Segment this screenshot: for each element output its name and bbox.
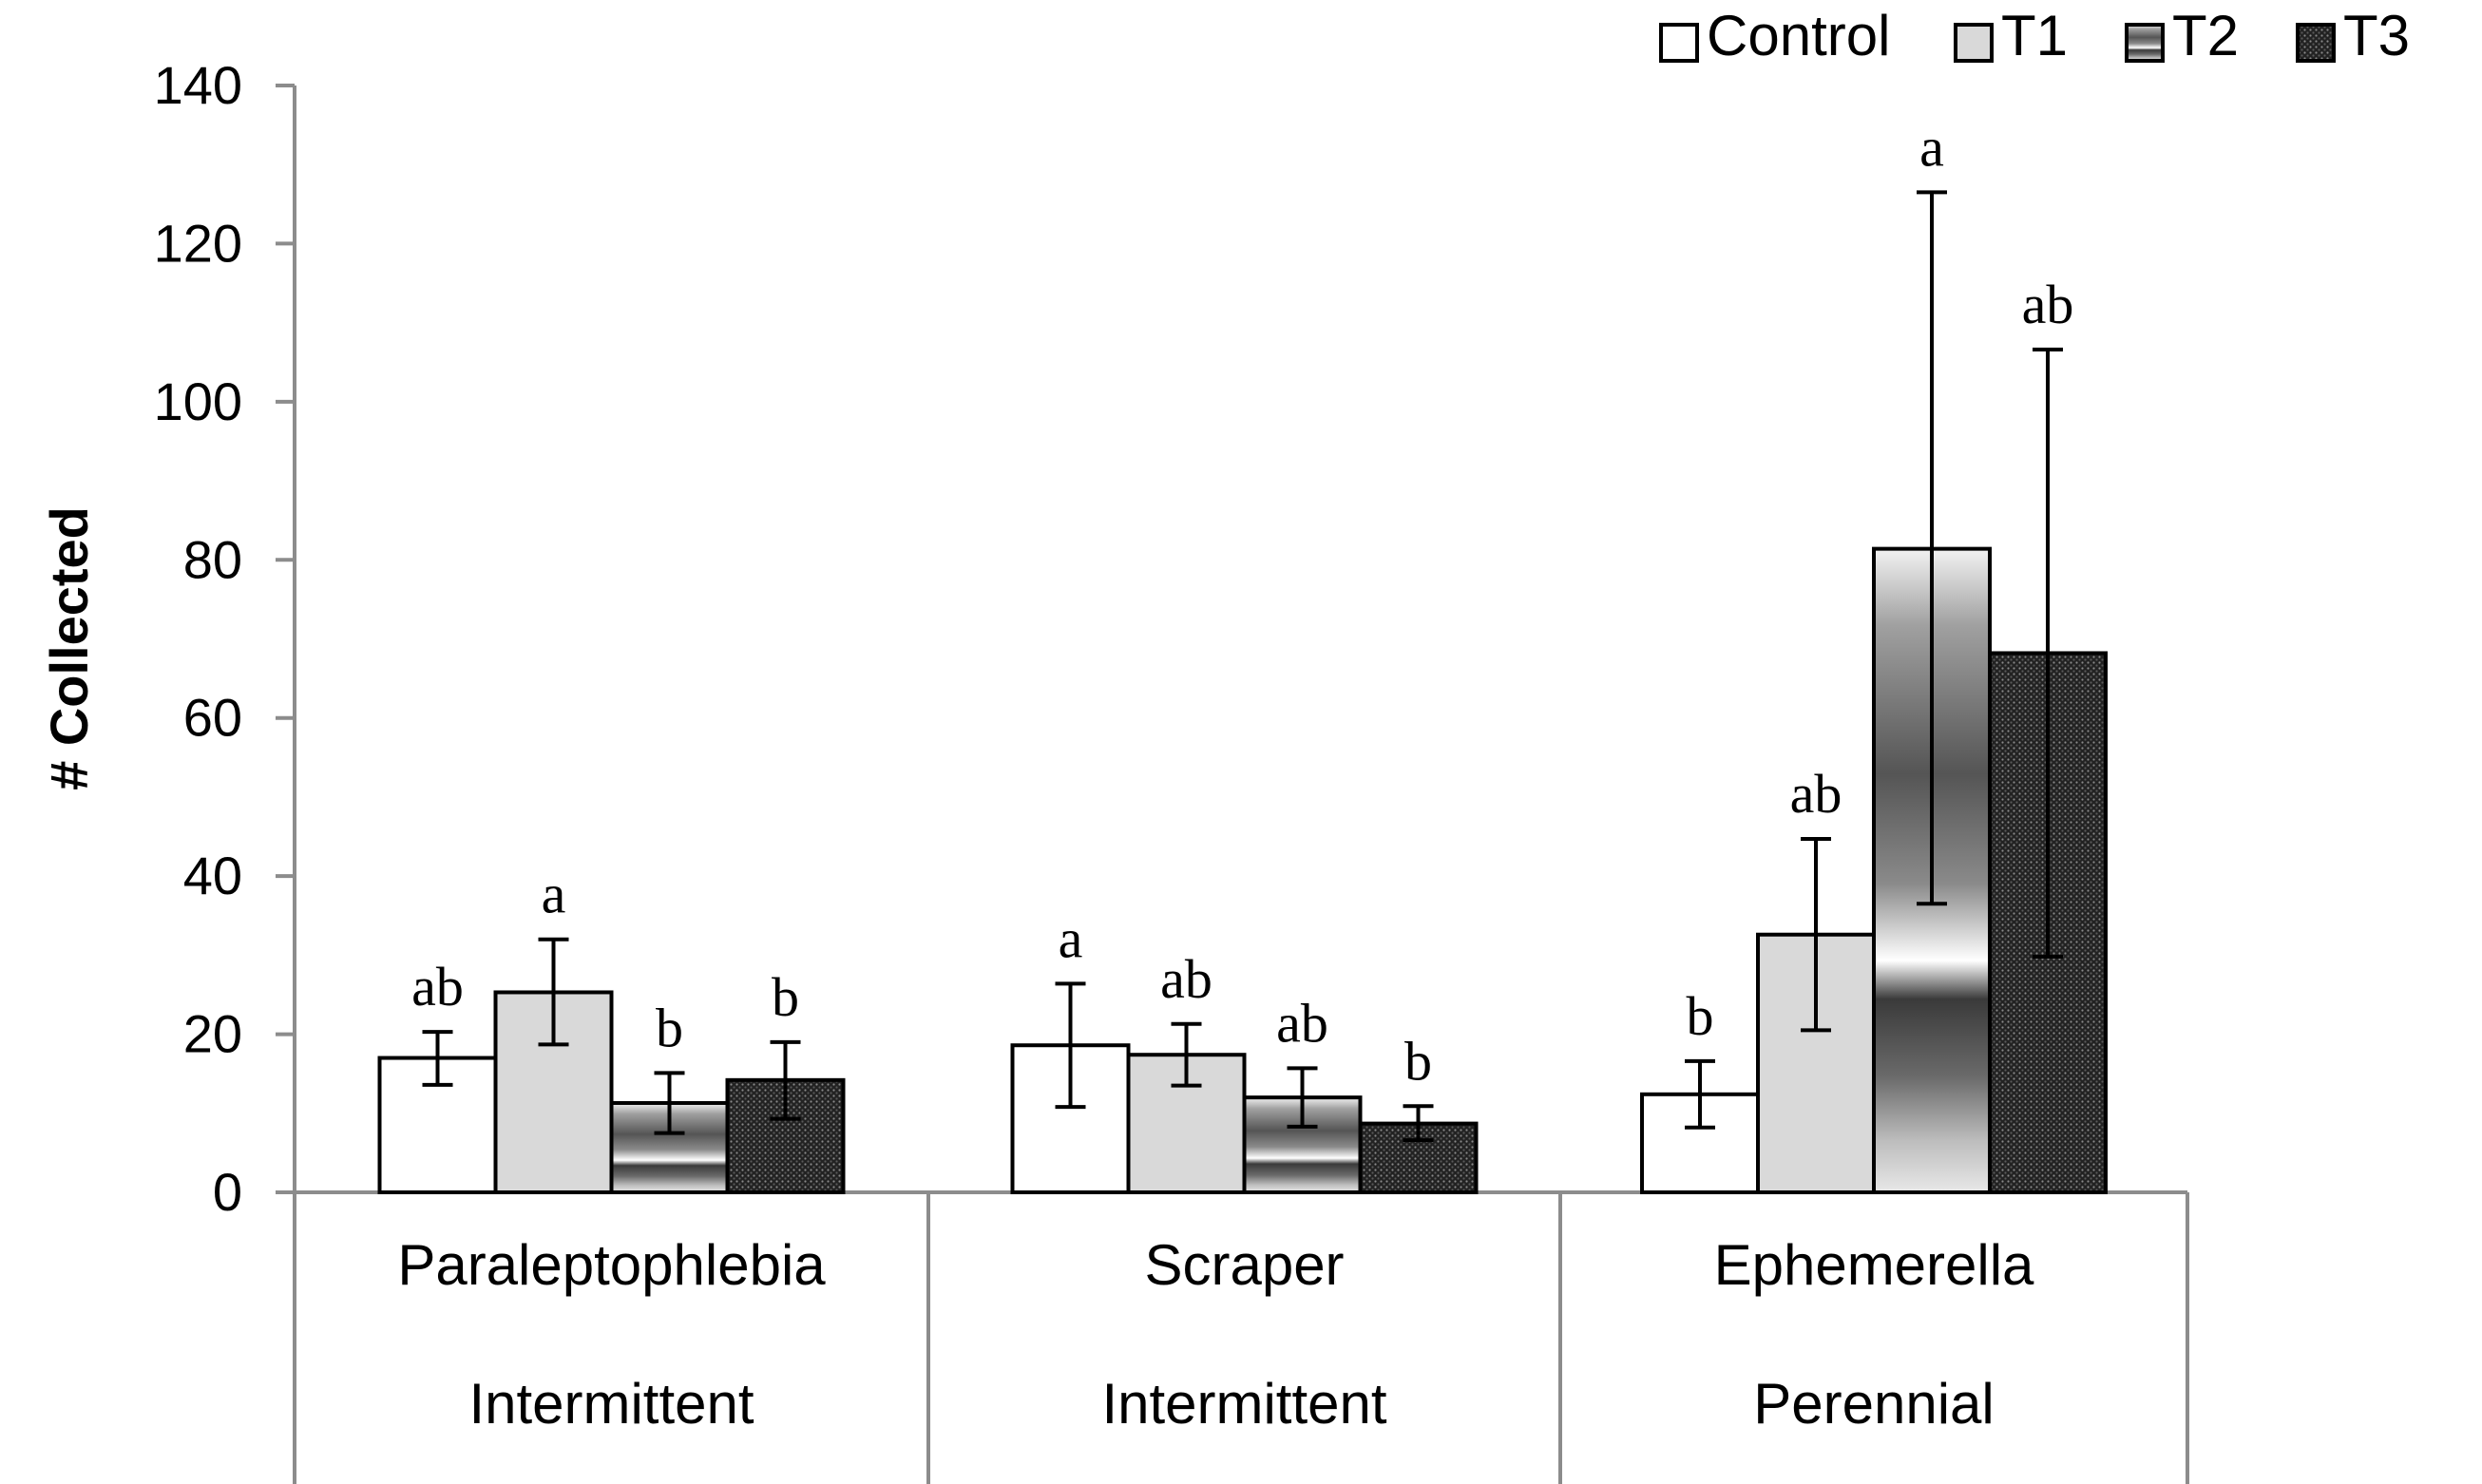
significance-letter: ab (1276, 992, 1328, 1054)
y-tick-label: 40 (183, 846, 242, 905)
legend-label-t1: T1 (2001, 4, 2068, 67)
significance-letter: b (1404, 1030, 1432, 1092)
bars (377, 546, 2108, 1195)
category-label: Ephemerella (1714, 1233, 2034, 1297)
legend-label-t3: T3 (2343, 4, 2410, 67)
y-tick-label: 140 (154, 55, 242, 115)
significance-letter: b (1687, 985, 1714, 1047)
category-label: Scraper (1144, 1233, 1344, 1297)
group-label: Perennial (1753, 1372, 1995, 1436)
y-tick-label: 80 (183, 529, 242, 589)
legend: Control T1 T2 T3 (1659, 4, 2410, 67)
significance-letter: ab (411, 956, 464, 1018)
significance-letter: ab (1790, 763, 1842, 825)
legend-swatch-t2 (2125, 23, 2165, 63)
significance-letter: b (772, 966, 799, 1028)
significance-letter: ab (1160, 948, 1212, 1010)
significance-letter: a (542, 864, 566, 925)
y-tick-label: 120 (154, 213, 242, 273)
significance-letter: a (1919, 116, 1944, 178)
legend-swatch-t1 (1954, 23, 1994, 63)
significance-letter: b (656, 997, 683, 1058)
legend-swatch-t3 (2296, 23, 2336, 63)
legend-label-control: Control (1707, 4, 1890, 67)
group-label: Intermittent (468, 1372, 754, 1436)
axes: 0 20 40 60 80 100 120 140 # Collected Paraleptoph… (39, 55, 2189, 1484)
y-axis-label: # Collected (39, 506, 99, 790)
error-bars (422, 190, 2063, 1143)
bar-t1 (1756, 932, 1876, 1194)
significance-letter: ab (2022, 274, 2074, 335)
group-label: Intermittent (1101, 1372, 1386, 1436)
y-tick-label: 60 (183, 688, 242, 748)
y-tick-label: 0 (213, 1162, 242, 1222)
y-tick-label: 100 (154, 371, 242, 431)
significance-letter: a (1059, 907, 1083, 969)
y-tick-label: 20 (183, 1004, 242, 1064)
bar-t1 (1126, 1053, 1247, 1195)
category-label: Paraleptophlebia (397, 1233, 826, 1297)
legend-label-t2: T2 (2172, 4, 2239, 67)
bar-t1 (493, 990, 614, 1195)
legend-swatch-control (1659, 23, 1699, 63)
